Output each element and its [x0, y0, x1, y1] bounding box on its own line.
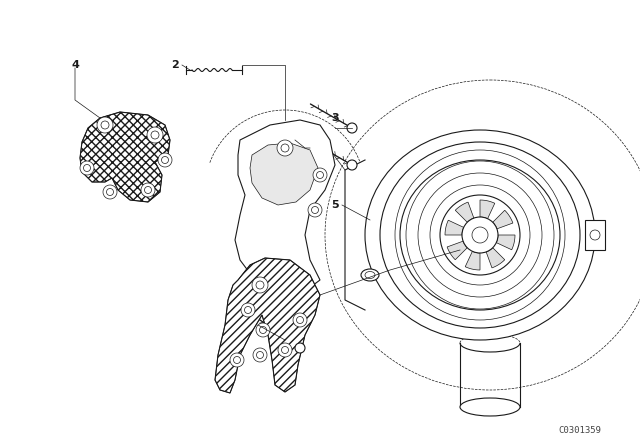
Polygon shape — [455, 202, 474, 222]
Circle shape — [80, 161, 94, 175]
Polygon shape — [480, 200, 495, 219]
Ellipse shape — [380, 142, 580, 328]
Polygon shape — [496, 235, 515, 250]
Polygon shape — [486, 248, 505, 268]
Circle shape — [308, 203, 322, 217]
Text: 2: 2 — [171, 60, 179, 70]
Circle shape — [472, 227, 488, 243]
Circle shape — [295, 343, 305, 353]
Circle shape — [141, 183, 155, 197]
Circle shape — [347, 123, 357, 133]
Polygon shape — [215, 258, 320, 393]
Text: 4: 4 — [71, 60, 79, 70]
Polygon shape — [235, 120, 335, 295]
Polygon shape — [80, 112, 170, 202]
Circle shape — [147, 127, 163, 143]
Circle shape — [241, 303, 255, 317]
Circle shape — [277, 140, 293, 156]
Ellipse shape — [460, 398, 520, 416]
Ellipse shape — [361, 269, 379, 281]
Polygon shape — [445, 220, 464, 235]
Circle shape — [103, 185, 117, 199]
Polygon shape — [585, 220, 605, 250]
Text: 5: 5 — [331, 200, 339, 210]
Circle shape — [462, 217, 498, 253]
Circle shape — [230, 353, 244, 367]
Circle shape — [256, 323, 270, 337]
Circle shape — [440, 195, 520, 275]
Circle shape — [97, 117, 113, 133]
Ellipse shape — [400, 160, 560, 310]
Circle shape — [347, 160, 357, 170]
Circle shape — [253, 348, 267, 362]
Circle shape — [313, 168, 327, 182]
Text: C0301359: C0301359 — [559, 426, 602, 435]
Polygon shape — [465, 251, 480, 270]
Ellipse shape — [365, 130, 595, 340]
Polygon shape — [250, 143, 318, 205]
Polygon shape — [447, 241, 467, 260]
Circle shape — [158, 153, 172, 167]
Circle shape — [252, 277, 268, 293]
Text: 6: 6 — [251, 313, 259, 323]
Polygon shape — [493, 210, 513, 229]
Circle shape — [278, 343, 292, 357]
Circle shape — [293, 313, 307, 327]
Text: 3: 3 — [331, 113, 339, 123]
Text: 1: 1 — [306, 143, 314, 153]
